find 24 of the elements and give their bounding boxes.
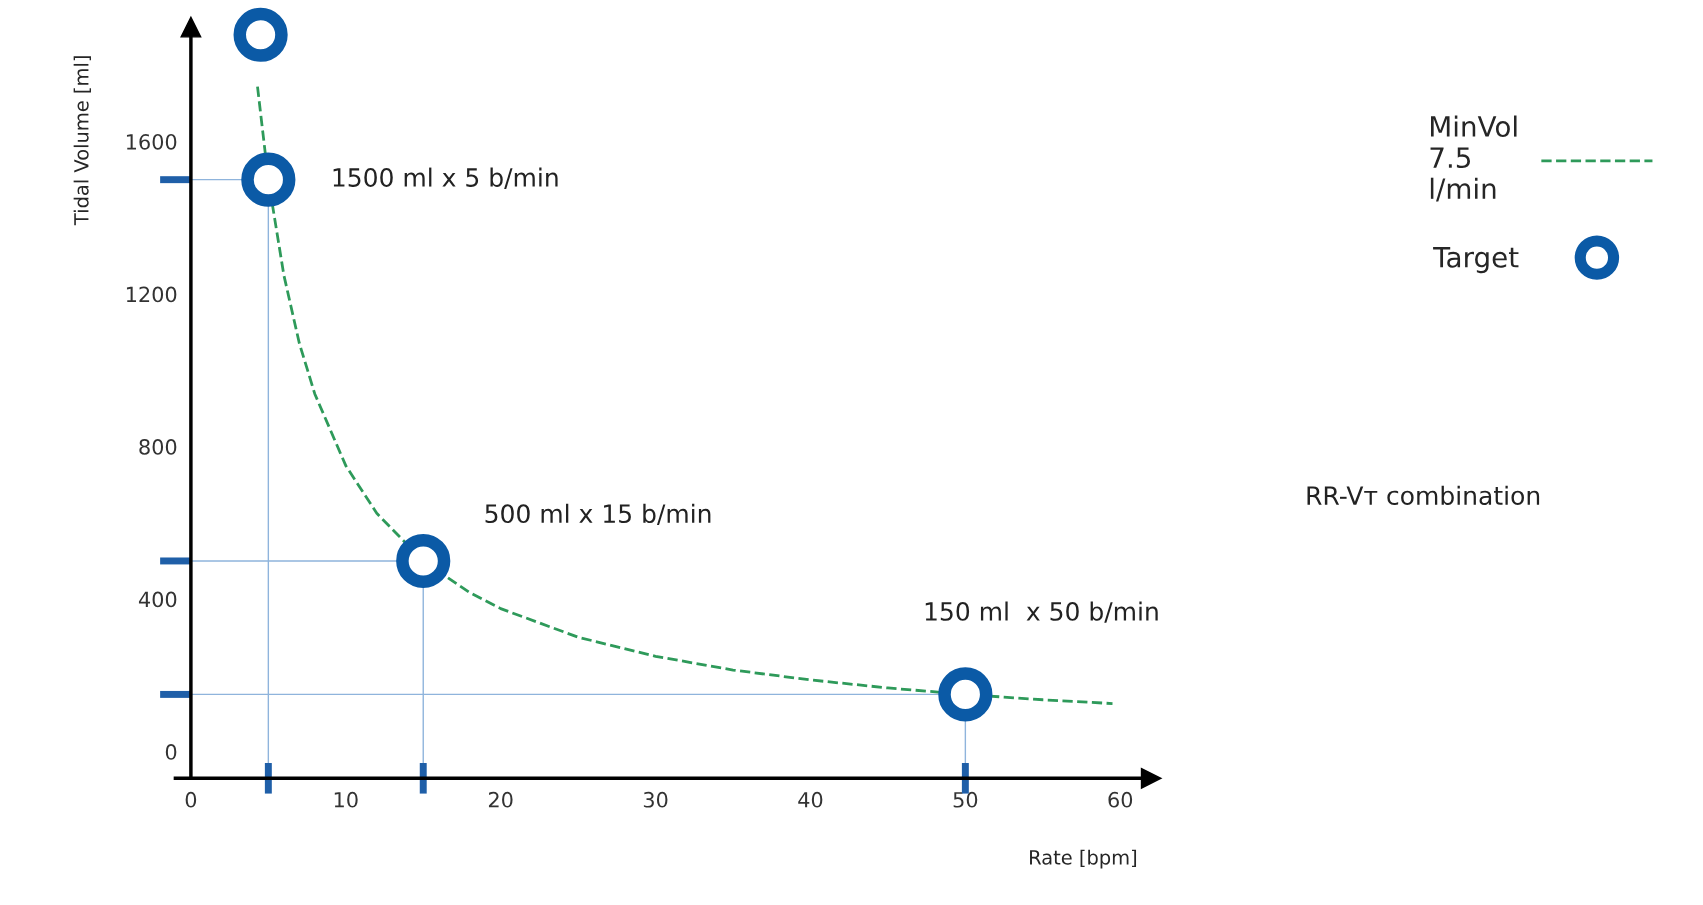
y-axis-title: Tidal Volume [ml]	[73, 56, 91, 226]
x-tick-label: 60	[1108, 791, 1133, 808]
legend-label: MinVol 7.5 l/min	[1430, 115, 1517, 202]
x-tick-label: 30	[643, 791, 668, 808]
point	[241, 152, 296, 207]
annotation: 150 ml x 50 b/min	[925, 601, 1158, 623]
y-tick-label: 800	[139, 439, 177, 455]
point	[396, 533, 451, 589]
x-tick-label: 40	[798, 791, 823, 808]
legend-label: Target	[1433, 247, 1519, 274]
point	[938, 667, 993, 722]
y-tick-label: 1200	[126, 286, 177, 303]
x-tick-label: 50	[953, 791, 978, 808]
x-tick-label: 20	[488, 791, 513, 808]
x-tick-label: 10	[334, 791, 358, 808]
annotation: 500 ml x 15 b/min	[485, 503, 711, 526]
x-axis-title: Rate [bpm]	[1030, 849, 1137, 869]
y-tick-label: 400	[138, 591, 177, 608]
annotation: 1500 ml x 5 b/min	[333, 167, 558, 189]
text: RR-Vт combination	[1307, 485, 1540, 505]
y-tick-label: 0	[165, 744, 177, 760]
x-tick-label: 0	[185, 791, 197, 808]
point	[233, 7, 288, 62]
y-tick-label: 1600	[126, 133, 177, 150]
